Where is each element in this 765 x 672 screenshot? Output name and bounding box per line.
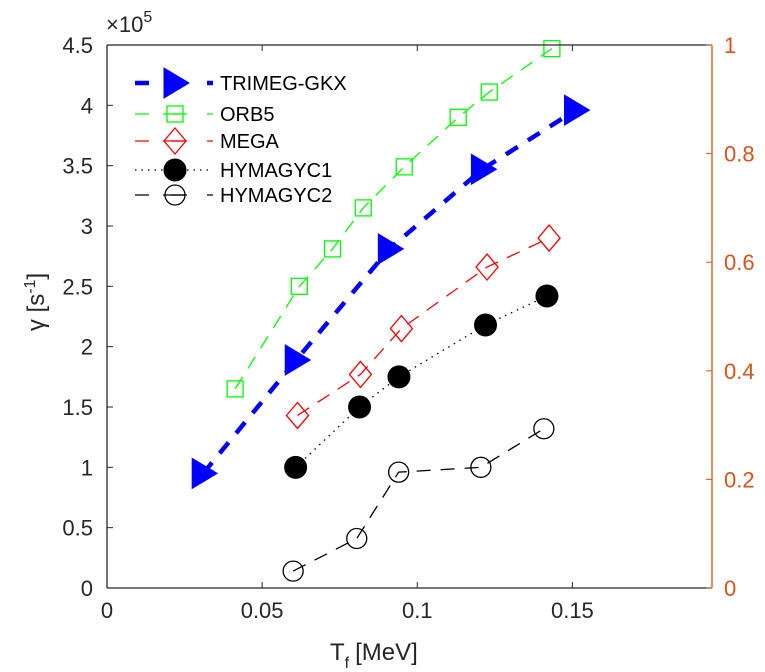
y-tick-label: 3 xyxy=(81,214,93,239)
series-line xyxy=(234,48,553,390)
series-trimeg-gkx xyxy=(191,94,591,490)
legend-item: HYMAGYC2 xyxy=(135,184,332,207)
data-point xyxy=(191,457,219,490)
y2-tick-label: 0.8 xyxy=(724,142,755,167)
legend-marker xyxy=(163,67,190,99)
data-point xyxy=(389,314,414,343)
data-point xyxy=(354,199,372,217)
y-tick-label: 1.5 xyxy=(62,395,93,420)
legend-marker xyxy=(163,126,187,156)
data-point xyxy=(348,360,373,389)
legend-item: ORB5 xyxy=(135,104,274,126)
series-line xyxy=(297,237,550,416)
legend-item: MEGA xyxy=(135,126,280,156)
data-point xyxy=(387,365,411,389)
y-multiplier-label: ×105 xyxy=(106,9,152,37)
x-axis-label: Tf [MeV] xyxy=(330,639,418,672)
data-point xyxy=(480,83,498,101)
x-tick-label: 0.05 xyxy=(241,598,284,623)
data-point xyxy=(323,240,342,258)
y-tick-label: 4 xyxy=(81,93,93,118)
series-mega xyxy=(285,224,561,430)
data-point xyxy=(377,233,405,265)
series-line xyxy=(292,428,545,572)
data-point xyxy=(474,313,498,337)
legend-item: HYMAGYC1 xyxy=(135,158,332,182)
legend-label: MEGA xyxy=(220,131,280,153)
y-tick-label: 2.5 xyxy=(62,274,93,299)
plot-area xyxy=(191,39,591,582)
y-tick-label: 4.5 xyxy=(62,33,93,58)
legend-label: HYMAGYC2 xyxy=(220,185,332,207)
x-tick-label: 0.15 xyxy=(551,598,594,623)
data-point xyxy=(533,418,555,440)
y2-tick-label: 0 xyxy=(724,576,736,601)
y2-tick-label: 0.4 xyxy=(724,359,755,384)
series-hymagyc2 xyxy=(282,418,555,582)
legend-label: ORB5 xyxy=(220,104,274,126)
legend-item: TRIMEG-GKX xyxy=(135,67,347,99)
y2-tick-label: 1 xyxy=(724,33,736,58)
data-point xyxy=(290,277,309,295)
data-point xyxy=(284,344,312,376)
y-axis-label: γ [s-1] xyxy=(22,273,50,331)
data-point xyxy=(284,455,308,479)
legend-label: TRIMEG-GKX xyxy=(220,73,347,95)
data-point xyxy=(346,527,368,550)
axes: 0 0.05 0.1 0.15 0 0.5 1 1.5 2 2.5 3 3.5 4 4.5 0 0.2 0.4 0… xyxy=(62,33,754,623)
y2-tick-label: 0.2 xyxy=(724,467,755,492)
x-tick-label: 0 xyxy=(101,598,113,623)
y-tick-label: 3.5 xyxy=(62,154,93,179)
legend-marker xyxy=(163,158,187,182)
y-tick-label: 0.5 xyxy=(62,516,93,541)
data-point xyxy=(395,158,413,176)
data-point xyxy=(285,401,310,430)
data-point xyxy=(470,153,498,186)
data-point xyxy=(535,284,559,308)
y-tick-label: 0 xyxy=(81,576,93,601)
data-point xyxy=(282,560,304,582)
y-tick-label: 1 xyxy=(81,455,93,480)
data-point xyxy=(475,253,499,282)
data-point xyxy=(563,94,591,127)
data-point xyxy=(226,380,244,398)
legend-label: HYMAGYC1 xyxy=(220,160,332,182)
data-point xyxy=(348,395,372,419)
series-hymagyc1 xyxy=(284,284,559,479)
data-point xyxy=(449,108,467,127)
y2-tick-label: 0.6 xyxy=(724,250,755,275)
y-tick-label: 2 xyxy=(81,335,93,360)
x-tick-label: 0.1 xyxy=(402,598,433,623)
data-point xyxy=(537,224,561,253)
data-point xyxy=(470,456,492,478)
data-point xyxy=(543,39,561,58)
series-line xyxy=(295,295,548,468)
data-point xyxy=(387,461,410,483)
series-orb5 xyxy=(226,39,561,398)
legend: TRIMEG-GKX ORB5 MEGA HYMAGYC1 HYMAGYC2 xyxy=(135,67,347,207)
